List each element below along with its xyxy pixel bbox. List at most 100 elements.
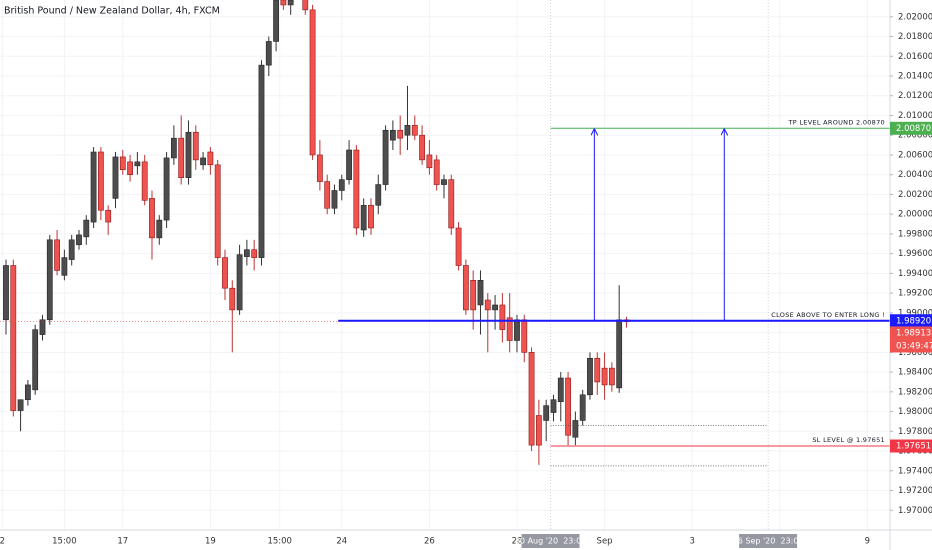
y-tick-label: 2.01200 bbox=[898, 91, 932, 101]
candle-body bbox=[492, 304, 498, 311]
x-tick-label: 19 bbox=[205, 537, 216, 547]
candle-body bbox=[112, 156, 119, 199]
candle-body bbox=[543, 405, 550, 421]
candle-body bbox=[382, 129, 389, 185]
candle-body bbox=[448, 179, 455, 229]
candle-body bbox=[324, 181, 331, 209]
candle-body bbox=[273, 0, 279, 42]
candle-body bbox=[229, 287, 236, 311]
candle-body bbox=[222, 257, 228, 289]
candle-body bbox=[214, 164, 221, 258]
axes: 2.02000 2.01800 2.01600 2.01400 2.01200 2.010… bbox=[0, 12, 932, 548]
grid bbox=[0, 0, 890, 530]
candle-body bbox=[565, 377, 571, 436]
candle-body bbox=[127, 161, 133, 175]
y-tick-label: 1.98600 bbox=[898, 348, 932, 358]
x-tick-label: 15:00 bbox=[267, 537, 292, 547]
candle-body bbox=[200, 157, 206, 166]
level-name: SL LEVEL @ 1.97651 bbox=[812, 436, 885, 444]
last-price-label: 1.98913 bbox=[896, 328, 931, 338]
candle-body bbox=[280, 0, 287, 6]
y-tick-label: 1.98200 bbox=[898, 387, 932, 397]
candle-body bbox=[54, 239, 60, 271]
x-tick-label: 2 bbox=[0, 537, 5, 547]
y-tick-label: 2.00600 bbox=[898, 150, 932, 160]
x-tick-label: 3 bbox=[689, 537, 694, 547]
candle-body bbox=[170, 137, 177, 159]
candle-body bbox=[455, 227, 462, 266]
candle-body bbox=[616, 319, 623, 389]
candle-body bbox=[368, 204, 374, 229]
candle-body bbox=[579, 394, 586, 421]
candle-body bbox=[441, 179, 447, 185]
level-price-label: 1.97651 bbox=[896, 442, 931, 452]
x-tick-label: 9 bbox=[865, 537, 870, 547]
candle-body bbox=[17, 399, 24, 411]
countdown-label: 03:49:47 bbox=[896, 341, 932, 351]
candle-body bbox=[411, 125, 418, 136]
candle-body bbox=[353, 149, 360, 229]
candle-body bbox=[397, 129, 404, 139]
date-marker-box bbox=[521, 534, 580, 548]
candle-body bbox=[338, 179, 345, 191]
y-tick-label: 1.99600 bbox=[898, 249, 932, 259]
level-price-box bbox=[890, 439, 932, 453]
candle-body bbox=[419, 134, 425, 161]
candle-body bbox=[24, 384, 31, 401]
y-tick-label: 1.98000 bbox=[898, 407, 932, 417]
candle-body bbox=[32, 329, 39, 391]
y-tick-label: 1.97800 bbox=[898, 427, 932, 437]
candle-body bbox=[185, 131, 192, 178]
y-tick-label: 1.97200 bbox=[898, 486, 932, 496]
candle-body bbox=[375, 184, 382, 206]
candle-body bbox=[331, 190, 338, 209]
x-tick-label: 26 bbox=[424, 537, 435, 547]
candle-body bbox=[346, 149, 352, 180]
y-tick-label: 2.02000 bbox=[898, 12, 932, 22]
candle-body bbox=[141, 161, 148, 201]
y-tick-label: 2.00000 bbox=[898, 210, 932, 220]
level-price-box bbox=[890, 314, 932, 328]
candle-body bbox=[134, 161, 141, 167]
level-name: CLOSE ABOVE TO ENTER LONG ! bbox=[771, 311, 885, 319]
candle-body bbox=[521, 319, 528, 353]
level-price-box bbox=[890, 121, 932, 135]
y-tick-label: 1.99400 bbox=[898, 269, 932, 279]
candle-body bbox=[316, 154, 323, 182]
x-tick-label: 17 bbox=[117, 537, 128, 547]
candle-body bbox=[462, 265, 469, 311]
date-marker-label: 30 Aug '20 23:00 bbox=[515, 537, 586, 546]
y-tick-label: 2.00800 bbox=[898, 131, 932, 141]
candle-body bbox=[594, 357, 601, 383]
candle-body bbox=[149, 198, 155, 239]
y-tick-label: 2.01600 bbox=[898, 52, 932, 62]
candle-body bbox=[572, 420, 579, 438]
candle-body bbox=[587, 357, 593, 396]
y-tick-label: 1.99000 bbox=[898, 308, 932, 318]
candle-body bbox=[433, 159, 440, 185]
candle-body bbox=[156, 219, 163, 239]
candle-body bbox=[178, 137, 185, 178]
candle-body bbox=[207, 151, 214, 166]
candle-body bbox=[426, 154, 433, 169]
level-price-label: 2.00870 bbox=[896, 124, 931, 134]
candle-body bbox=[3, 265, 9, 321]
y-tick-label: 2.00400 bbox=[898, 170, 932, 180]
candle-body bbox=[258, 64, 265, 258]
y-tick-label: 2.01800 bbox=[898, 32, 932, 42]
candle-body bbox=[404, 125, 411, 136]
date-marker-label: 06 Sep '20 23:00 bbox=[733, 537, 804, 546]
candle-body bbox=[470, 279, 477, 311]
candle-body bbox=[251, 249, 258, 258]
chart-title: British Pound / New Zealand Dollar, 4h, … bbox=[4, 6, 220, 17]
candle-body bbox=[601, 367, 608, 386]
x-tick-label: 24 bbox=[336, 537, 347, 547]
candle-body bbox=[287, 0, 294, 6]
countdown-box bbox=[890, 339, 932, 353]
candle-body bbox=[243, 249, 250, 257]
y-tick-label: 1.97000 bbox=[898, 506, 932, 516]
candle-body bbox=[360, 204, 367, 231]
candle-body bbox=[389, 129, 396, 141]
last-price-box bbox=[890, 326, 932, 340]
y-tick-label: 2.01400 bbox=[898, 71, 932, 81]
